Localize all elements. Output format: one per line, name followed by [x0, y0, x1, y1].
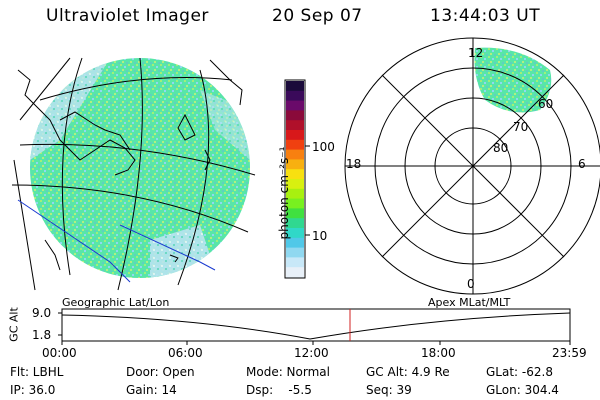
polar-plot — [344, 37, 600, 295]
colorbar-band — [286, 110, 304, 121]
colorbar-band — [286, 81, 304, 92]
timeline-x-tick-0600: 06:00 — [168, 346, 203, 360]
coastlines — [17, 59, 243, 271]
auroral-oval — [474, 47, 552, 113]
time-label: 13:44:03 UT — [430, 6, 541, 26]
timeline-plot — [58, 308, 571, 345]
timeline-right-title: Apex MLat/MLT — [428, 296, 511, 309]
colorbar-band — [286, 179, 304, 190]
colorbar-unit-label: photon cm⁻²s⁻¹ — [277, 146, 291, 240]
colorbar-band — [286, 90, 304, 102]
date-label: 20 Sep 07 — [272, 6, 363, 26]
info-mode: Mode: Normal — [246, 365, 330, 379]
lat-label-60: 60 — [538, 97, 554, 111]
colorbar-band — [286, 130, 304, 141]
info-ip: IP: 36.0 — [10, 383, 56, 397]
colorbar-band — [286, 208, 304, 219]
earth-image — [30, 58, 250, 278]
lat-label-70: 70 — [513, 120, 529, 134]
mlt-label-6: 6 — [578, 157, 586, 171]
info-gcalt: GC Alt: 4.9 Re — [366, 365, 450, 379]
colorbar-tick-100: 100 — [312, 140, 335, 154]
timeline-x-tick-0000: 00:00 — [42, 346, 77, 360]
info-glat: GLat: -62.8 — [486, 365, 553, 379]
timeline-x-tick-2359: 23:59 — [552, 346, 587, 360]
colorbar-band — [286, 237, 304, 249]
info-glon: GLon: 304.4 — [486, 383, 559, 397]
info-door: Door: Open — [126, 365, 195, 379]
timeline-x-tick-1800: 18:00 — [421, 346, 456, 360]
info-dsp: Dsp: -5.5 — [246, 383, 312, 397]
colorbar-band — [286, 149, 304, 160]
colorbar-band — [286, 169, 304, 180]
timeline-y-tick-1: 1.8 — [32, 328, 52, 342]
timeline-y-label: GC Alt — [7, 307, 21, 342]
mlt-label-12: 12 — [468, 46, 484, 60]
timeline-left-title: Geographic Lat/Lon — [62, 296, 170, 309]
colorbar-band — [286, 257, 304, 268]
info-gain: Gain: 14 — [126, 383, 177, 397]
instrument-title: Ultraviolet Imager — [46, 6, 209, 26]
mlt-label-0: 0 — [467, 277, 475, 291]
info-flt: Flt: LBHL — [10, 365, 64, 379]
terminator-lines — [17, 199, 216, 283]
info-seq: Seq: 39 — [366, 383, 412, 397]
colorbar-band — [286, 218, 304, 229]
colorbar-band — [286, 267, 304, 278]
mlt-label-18: 18 — [346, 157, 362, 171]
colorbar-band — [286, 139, 304, 151]
colorbar-band — [286, 120, 304, 131]
colorbar-tick-10: 10 — [312, 229, 328, 243]
colorbar — [284, 79, 310, 279]
colorbar-band — [286, 100, 304, 111]
colorbar-band — [286, 198, 304, 209]
colorbar-band — [286, 247, 304, 258]
colorbar-band — [286, 228, 304, 239]
timeline-x-tick-1200: 12:00 — [294, 346, 329, 360]
colorbar-band — [286, 188, 304, 200]
lat-label-80: 80 — [493, 141, 509, 155]
timeline-y-tick-9: 9.0 — [32, 306, 52, 320]
geographic-grid — [11, 57, 256, 291]
colorbar-band — [286, 159, 304, 170]
